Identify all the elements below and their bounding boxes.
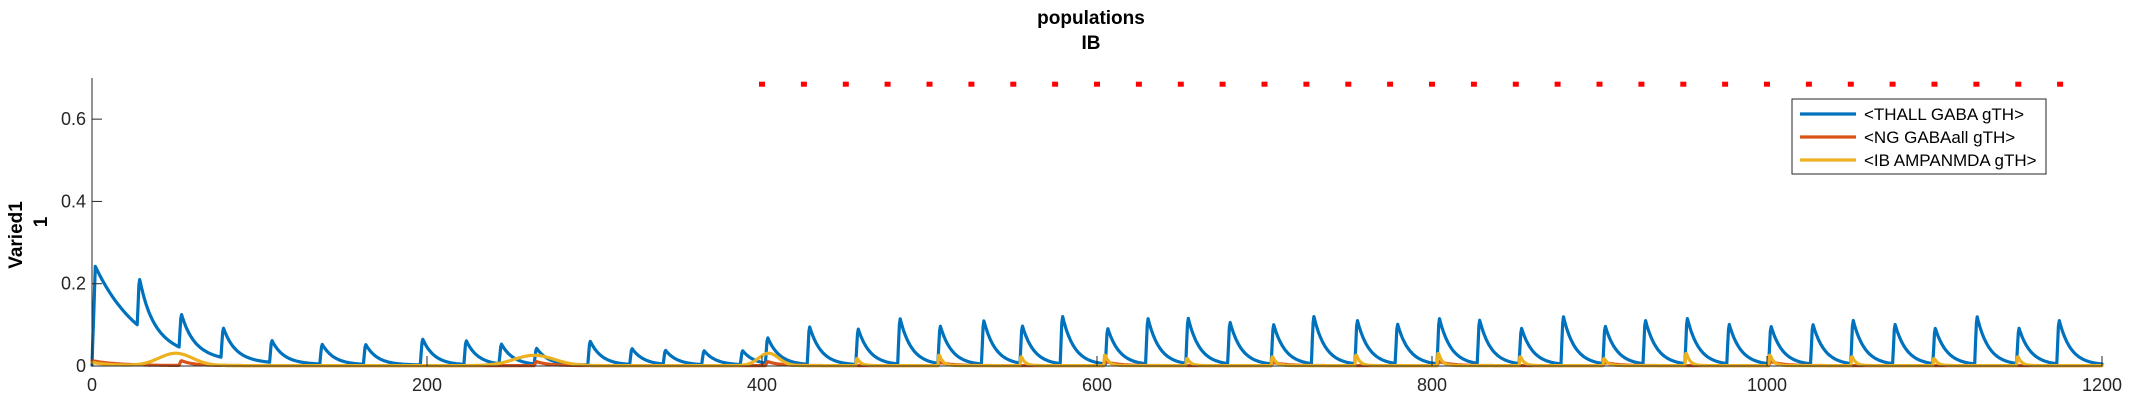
y-axis-label-line2: 1 — [31, 216, 52, 227]
spike-marker-10 — [1177, 81, 1184, 87]
spike-marker-6 — [1010, 81, 1017, 87]
spike-marker-22 — [1680, 81, 1687, 87]
spike-marker-29 — [1973, 81, 1980, 87]
spike-marker-8 — [1094, 81, 1100, 87]
spike-marker-15 — [1387, 81, 1394, 87]
x-tick-label-0: 0 — [87, 375, 97, 395]
spike-marker-31 — [2057, 81, 2064, 87]
plot-lines — [90, 264, 2104, 368]
spike-marker-12 — [1261, 81, 1268, 87]
legend-label-2: <IB AMPANMDA gTH> — [1864, 151, 2037, 170]
spike-marker-24 — [1764, 81, 1770, 87]
axes: 0 200 400 600 800 1000 1200 0 0.2 0.4 0.6 — [61, 78, 2122, 395]
spike-marker-18 — [1512, 81, 1519, 87]
spike-marker-20 — [1596, 81, 1603, 87]
y-tick-label-1: 0.2 — [61, 274, 86, 294]
y-tick-label-2: 0.4 — [61, 191, 86, 211]
y-tick-label-3: 0.6 — [61, 109, 86, 129]
x-tick-label-1: 200 — [412, 375, 442, 395]
spike-marker-25 — [1805, 81, 1812, 87]
chart-subtitle: IB — [1082, 33, 1101, 54]
x-tick-label-5: 1000 — [1747, 375, 1787, 395]
spike-marker-14 — [1345, 81, 1352, 87]
spike-raster — [759, 81, 2064, 87]
spike-marker-7 — [1052, 81, 1059, 87]
legend-label-1: <NG GABAall gTH> — [1864, 128, 2015, 147]
spike-marker-2 — [842, 81, 849, 87]
spike-marker-16 — [1429, 81, 1435, 87]
spike-marker-19 — [1554, 81, 1561, 87]
spike-marker-23 — [1722, 81, 1729, 87]
spike-marker-5 — [968, 81, 975, 87]
spike-marker-26 — [1847, 81, 1854, 87]
spike-marker-9 — [1135, 81, 1142, 87]
y-tick-label-0: 0 — [76, 356, 86, 376]
legend: <THALL GABA gTH> <NG GABAall gTH> <IB AMPA… — [1791, 98, 2047, 175]
spike-marker-27 — [1889, 81, 1896, 87]
spike-marker-30 — [2015, 81, 2022, 87]
spike-marker-28 — [1931, 81, 1938, 87]
spike-marker-4 — [926, 81, 933, 87]
spike-marker-21 — [1638, 81, 1645, 87]
spike-marker-17 — [1470, 81, 1477, 87]
x-tick-label-2: 400 — [747, 375, 777, 395]
spike-marker-1 — [800, 81, 807, 87]
spike-marker-13 — [1303, 81, 1310, 87]
spike-marker-3 — [884, 81, 891, 87]
spike-marker-11 — [1219, 81, 1226, 87]
series-line-0 — [90, 264, 2104, 367]
x-tick-label-3: 600 — [1082, 375, 1112, 395]
x-tick-label-6: 1200 — [2082, 375, 2122, 395]
legend-label-0: <THALL GABA gTH> — [1864, 105, 2024, 124]
x-tick-label-4: 800 — [1417, 375, 1447, 395]
spike-marker-0 — [759, 81, 765, 87]
chart-title: populations — [1037, 8, 1145, 29]
y-axis-label: Varied1 — [6, 201, 27, 269]
